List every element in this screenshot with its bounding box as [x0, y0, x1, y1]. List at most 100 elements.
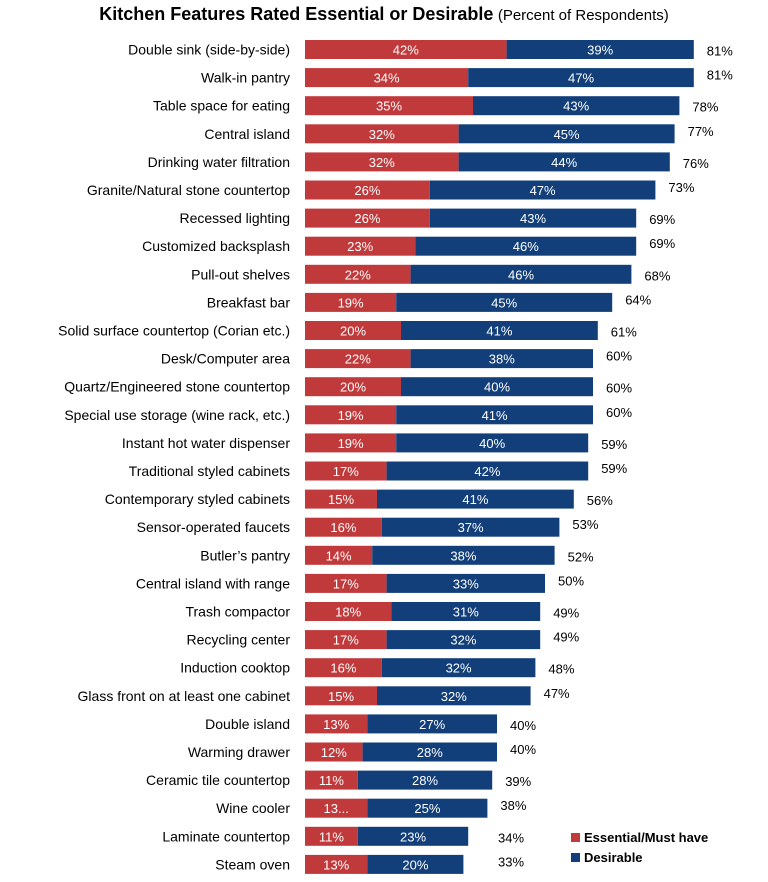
- bar-desirable: [401, 377, 593, 397]
- data-label-essential: 13%: [323, 857, 349, 872]
- category-label: Recycling center: [187, 632, 291, 648]
- data-label-desirable: 37%: [458, 520, 484, 535]
- data-label-essential: 17%: [333, 464, 359, 479]
- bar-desirable: [372, 545, 555, 565]
- category-label: Traditional styled cabinets: [129, 463, 290, 479]
- data-label-desirable: 43%: [520, 211, 546, 226]
- data-label-desirable: 32%: [441, 689, 467, 704]
- total-label: 61%: [611, 325, 637, 340]
- category-label: Sensor-operated faucets: [137, 519, 290, 535]
- bar-desirable: [367, 854, 464, 874]
- bar-desirable: [396, 405, 593, 425]
- bar-desirable: [401, 321, 598, 340]
- category-label: Laminate countertop: [162, 828, 290, 844]
- category-label: Breakfast bar: [207, 294, 291, 310]
- total-label: 56%: [587, 493, 613, 508]
- bar-desirable: [396, 292, 613, 312]
- total-label: 77%: [688, 124, 714, 139]
- data-label-essential: 17%: [333, 633, 359, 648]
- category-label: Central island: [204, 126, 290, 142]
- total-label: 78%: [692, 100, 718, 115]
- bar-essential: [305, 152, 459, 172]
- total-label: 38%: [500, 798, 526, 813]
- category-label: Glass front on at least one cabinet: [78, 688, 291, 704]
- bars-layer: Double sink (side-by-side) 42% 39% 81% Walk-…: [58, 40, 733, 874]
- total-label: 73%: [668, 180, 694, 195]
- data-label-essential: 16%: [330, 661, 356, 676]
- legend-label: Essential/Must have: [584, 830, 708, 845]
- data-label-desirable: 44%: [551, 155, 577, 170]
- data-label-desirable: 41%: [482, 408, 508, 423]
- bar-desirable: [386, 630, 541, 650]
- bar-essential: [305, 854, 368, 874]
- bar-essential: [305, 798, 368, 818]
- data-label-essential: 32%: [369, 127, 395, 142]
- bar-essential: [305, 321, 401, 340]
- bar-desirable: [429, 180, 656, 200]
- data-label-essential: 26%: [354, 211, 380, 226]
- bar-essential: [305, 658, 382, 678]
- bar-essential: [305, 124, 459, 144]
- category-label: Central island with range: [136, 575, 290, 591]
- bar-essential: [305, 236, 416, 256]
- category-label: Trash compactor: [185, 604, 290, 620]
- data-label-essential: 11%: [319, 773, 344, 788]
- category-label: Double island: [205, 716, 290, 732]
- data-label-essential: 20%: [340, 380, 366, 395]
- bar-desirable: [415, 236, 637, 256]
- data-label-desirable: 47%: [530, 183, 556, 198]
- legend-swatch: [571, 833, 580, 842]
- category-label: Warming drawer: [188, 744, 291, 760]
- data-label-essential: 13...: [324, 801, 349, 816]
- bar-essential: [305, 686, 377, 706]
- data-label-desirable: 42%: [474, 464, 500, 479]
- total-label: 50%: [558, 573, 584, 588]
- category-label: Instant hot water dispenser: [122, 435, 290, 451]
- category-label: Contemporary styled cabinets: [105, 491, 290, 507]
- category-label: Butler’s pantry: [200, 547, 290, 563]
- bar-desirable: [367, 798, 488, 818]
- data-label-desirable: 41%: [462, 492, 488, 507]
- data-label-desirable: 32%: [446, 661, 472, 676]
- bar-desirable: [410, 264, 632, 284]
- data-label-desirable: 33%: [453, 576, 479, 591]
- bar-desirable: [386, 461, 589, 481]
- bar-essential: [305, 180, 430, 200]
- total-label: 60%: [606, 349, 632, 364]
- data-label-essential: 15%: [328, 689, 354, 704]
- bar-essential: [305, 602, 392, 621]
- data-label-desirable: 46%: [508, 267, 534, 282]
- bar-desirable: [362, 742, 497, 762]
- data-label-desirable: 40%: [479, 436, 505, 451]
- category-label: Pull-out shelves: [191, 266, 290, 282]
- bar-essential: [305, 545, 373, 565]
- chart-title: Kitchen Features Rated Essential or Desi…: [99, 4, 494, 24]
- bar-essential: [305, 826, 358, 846]
- total-label: 64%: [625, 292, 651, 307]
- total-label: 59%: [601, 461, 627, 476]
- data-label-essential: 35%: [376, 99, 402, 114]
- data-label-desirable: 31%: [453, 605, 479, 620]
- data-label-essential: 16%: [330, 520, 356, 535]
- bar-desirable: [468, 68, 694, 88]
- total-label: 68%: [644, 268, 670, 283]
- chart-subtitle: (Percent of Respondents): [497, 7, 669, 24]
- bar-essential: [305, 292, 397, 312]
- data-label-desirable: 38%: [450, 548, 476, 563]
- bar-essential: [305, 517, 382, 537]
- bar-essential: [305, 573, 387, 593]
- bar-essential: [305, 68, 469, 88]
- data-label-essential: 19%: [338, 408, 364, 423]
- bar-desirable: [506, 40, 694, 59]
- data-label-essential: 14%: [326, 548, 352, 563]
- bar-desirable: [473, 96, 680, 116]
- data-label-desirable: 32%: [450, 633, 476, 648]
- legend-swatch: [571, 853, 580, 862]
- data-label-desirable: 40%: [484, 380, 510, 395]
- category-label: Customized backsplash: [142, 238, 290, 254]
- data-label-desirable: 27%: [419, 717, 445, 732]
- data-label-essential: 32%: [369, 155, 395, 170]
- data-label-desirable: 28%: [417, 745, 443, 760]
- category-label: Table space for eating: [153, 98, 290, 114]
- data-label-desirable: 39%: [587, 43, 613, 58]
